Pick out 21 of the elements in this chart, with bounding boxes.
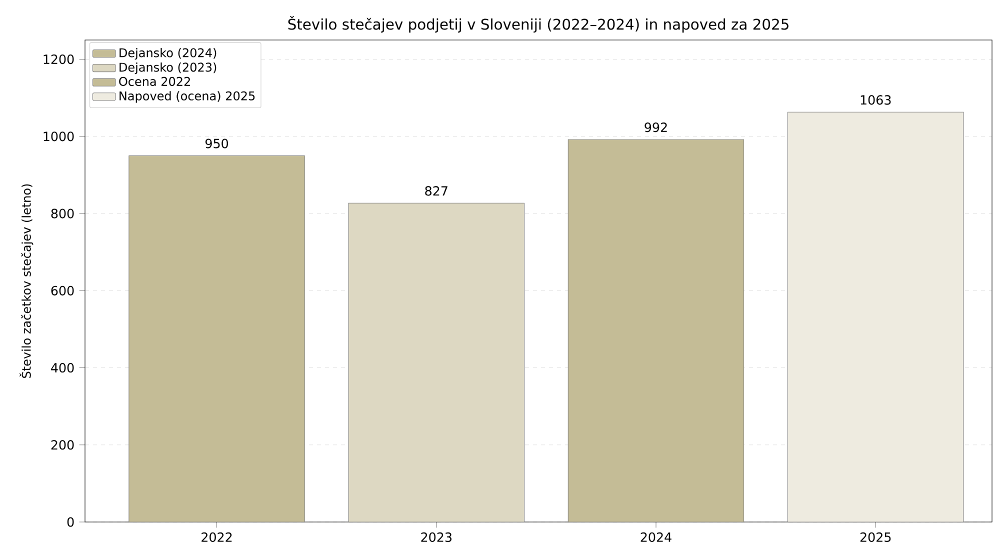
y-axis-title: Število začetkov stečajev (letno) (20, 184, 34, 378)
x-tick-label: 2022 (202, 532, 232, 542)
y-tick-label: 1000 (44, 132, 74, 142)
legend-label: Dejansko (2024) (120, 48, 216, 60)
y-tick-label: 200 (51, 440, 74, 450)
x-tick-label: 2024 (640, 532, 672, 542)
x-tick-label: 2023 (421, 532, 452, 542)
x-tick-label: 2025 (860, 532, 891, 542)
y-tick-label: 600 (51, 286, 74, 296)
y-tick-label: 400 (51, 362, 74, 373)
y-tick-label: 0 (67, 517, 74, 527)
legend-label: Dejansko (2023) (120, 62, 216, 74)
data-label: 992 (644, 122, 667, 132)
y-tick-label: 800 (51, 208, 74, 218)
data-label: 1063 (860, 95, 891, 105)
data-label: 827 (425, 186, 448, 196)
legend-label: Napoved (ocena) 2025 (120, 91, 255, 103)
chart-title: Število stečajev podjetij v Sloveniji (2022–2024) in napoved za 2025 (288, 16, 788, 33)
y-tick-label: 1200 (44, 54, 74, 64)
data-label: 950 (205, 138, 228, 148)
legend-label: Ocena 2022 (119, 76, 190, 86)
